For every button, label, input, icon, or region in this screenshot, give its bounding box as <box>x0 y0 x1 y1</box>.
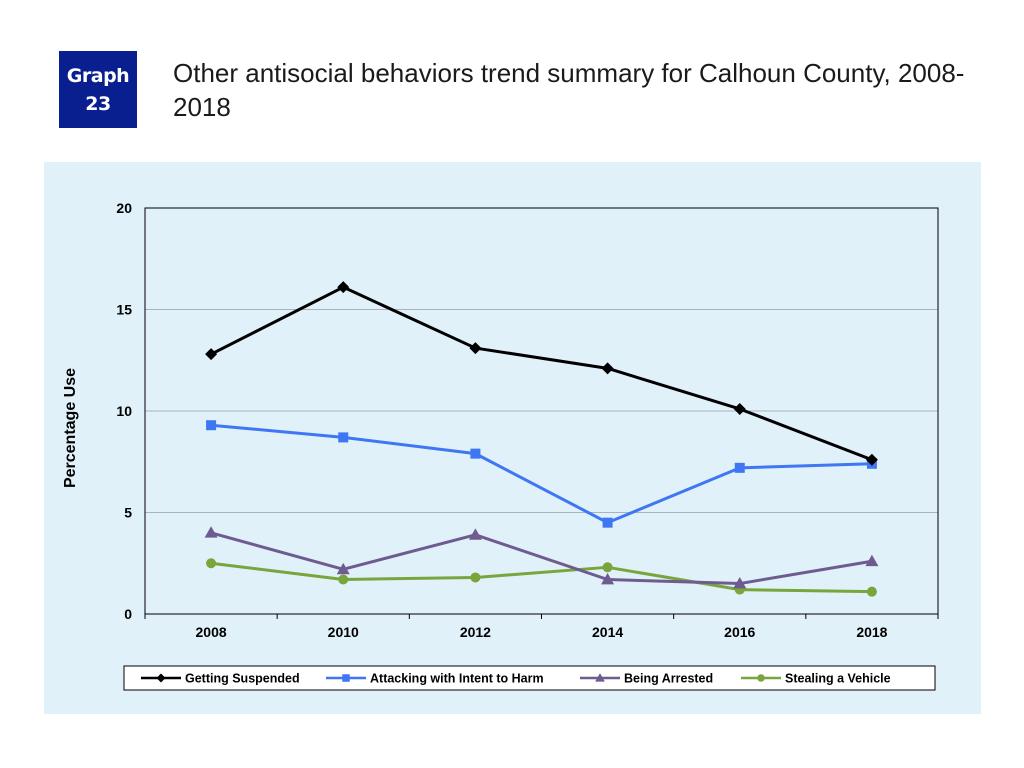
legend-item: Attacking with Intent to Harm <box>326 672 544 686</box>
x-tick-label: 2012 <box>460 624 491 640</box>
data-point <box>206 558 217 569</box>
x-tick-label: 2010 <box>328 624 359 640</box>
data-point <box>866 586 877 597</box>
slide-title: Other antisocial behaviors trend summary… <box>173 58 965 122</box>
data-point <box>601 572 615 585</box>
data-point <box>470 572 481 583</box>
legend-item: Getting Suspended <box>141 672 300 686</box>
y-tick-label: 15 <box>116 302 132 318</box>
data-point <box>865 453 878 466</box>
y-axis-title: Percentage Use <box>62 368 79 488</box>
series-being-arrested <box>204 526 879 589</box>
y-tick-label: 10 <box>116 403 132 419</box>
badge-label: Graph <box>66 64 130 87</box>
data-point <box>468 528 482 540</box>
legend-item: Being Arrested <box>580 672 713 686</box>
legend-label: Attacking with Intent to Harm <box>370 672 544 686</box>
legend-label: Getting Suspended <box>185 672 300 686</box>
x-tick-label: 2016 <box>724 624 755 640</box>
series-line <box>210 423 872 525</box>
legend-marker <box>156 673 166 683</box>
data-point <box>865 554 879 567</box>
data-point <box>204 526 218 538</box>
data-point <box>470 448 481 459</box>
legend-item: Stealing a Vehicle <box>741 672 891 686</box>
data-point <box>602 517 613 528</box>
legend-marker <box>342 674 350 682</box>
y-tick-label: 5 <box>124 505 132 521</box>
data-point <box>338 574 349 585</box>
data-point <box>733 402 746 415</box>
x-tick-label: 2018 <box>856 624 887 640</box>
badge-number: 23 <box>85 92 111 115</box>
data-point <box>338 432 349 443</box>
data-point <box>206 420 217 431</box>
x-tick-label: 2014 <box>592 624 623 640</box>
data-point <box>602 562 613 573</box>
data-point <box>733 577 747 589</box>
legend-marker <box>757 674 765 682</box>
data-point <box>734 462 745 473</box>
series-line <box>210 285 873 462</box>
line-chart: 0 5 10 15 20 2008 2010 2012 2014 2016 2018 Percenta… <box>62 200 939 691</box>
data-point <box>336 562 350 575</box>
data-point <box>337 281 350 294</box>
series-getting-suspended <box>205 281 878 466</box>
legend-label: Stealing a Vehicle <box>785 672 891 686</box>
series-line <box>210 531 873 586</box>
legend-label: Being Arrested <box>624 672 713 686</box>
graph-number-badge: Graph 23 <box>59 51 137 128</box>
y-tick-label: 0 <box>124 606 132 622</box>
data-point <box>601 362 614 375</box>
legend-box <box>123 665 936 691</box>
legend: Getting Suspended Attacking with Intent t… <box>123 665 936 691</box>
x-tick-label: 2008 <box>196 624 227 640</box>
data-point <box>205 348 218 361</box>
chart-panel: 0 5 10 15 20 2008 2010 2012 2014 2016 2018 Percenta… <box>44 162 981 714</box>
legend-marker <box>595 673 605 682</box>
data-point <box>469 342 482 355</box>
y-tick-label: 20 <box>116 200 132 216</box>
series-line <box>210 561 872 594</box>
